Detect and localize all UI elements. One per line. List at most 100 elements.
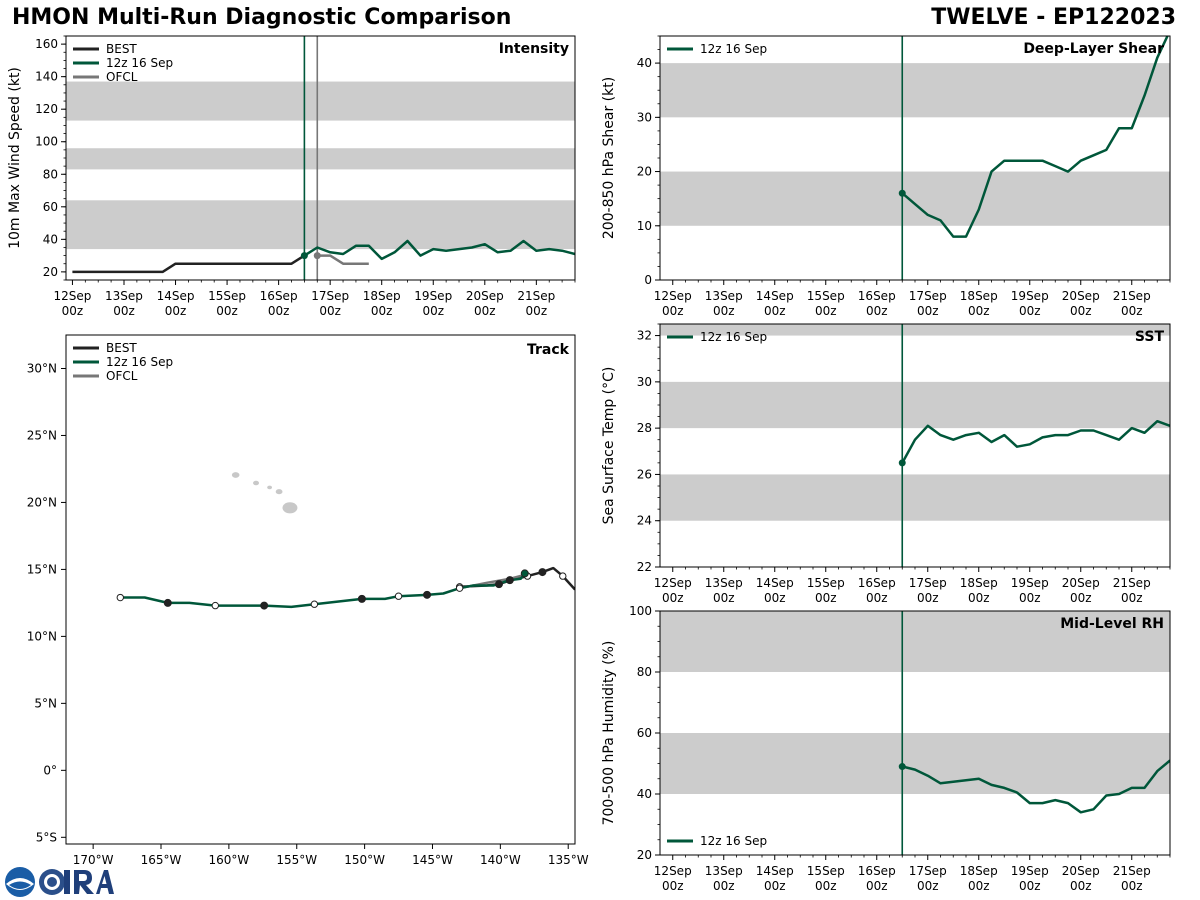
lat-tick-label: 15°N xyxy=(27,562,57,576)
lat-tick-label: 30°N xyxy=(27,361,57,375)
x-tick-label: 13Sep xyxy=(105,289,143,303)
lat-tick-label: 20°N xyxy=(27,495,57,509)
y-tick-label: 30 xyxy=(637,110,652,124)
island-maui xyxy=(275,489,283,495)
x-tick-label: 00z xyxy=(713,591,735,605)
x-tick-label: 14Sep xyxy=(756,289,794,303)
plot-area xyxy=(660,36,1170,280)
threshold-band xyxy=(660,474,1170,521)
x-tick-label: 17Sep xyxy=(909,289,947,303)
lon-tick-label: 145°W xyxy=(412,853,453,867)
map-area xyxy=(116,472,575,610)
x-tick-label: 15Sep xyxy=(807,576,845,590)
lat-tick-label: 5°N xyxy=(34,696,57,710)
x-tick-label: 00z xyxy=(1070,591,1092,605)
y-tick-label: 160 xyxy=(35,37,58,51)
x-tick-label: 19Sep xyxy=(1011,289,1049,303)
x-tick-label: 00z xyxy=(866,591,888,605)
y-tick-label: 60 xyxy=(43,200,58,214)
track-point-best xyxy=(494,580,503,589)
y-tick-label: 28 xyxy=(637,421,652,435)
x-tick-label: 00z xyxy=(764,304,786,318)
legend-label: OFCL xyxy=(106,70,138,84)
legend-label: OFCL xyxy=(106,369,138,383)
x-tick-label: 00z xyxy=(216,304,238,318)
x-tick-label: 00z xyxy=(165,304,187,318)
x-tick-label: 18Sep xyxy=(960,864,998,878)
data-point-run xyxy=(898,763,906,771)
x-tick-label: 00z xyxy=(662,591,684,605)
x-tick-label: 00z xyxy=(113,304,135,318)
x-tick-label: 14Sep xyxy=(756,576,794,590)
x-tick-label: 18Sep xyxy=(960,576,998,590)
x-tick-label: 00z xyxy=(815,879,837,893)
island-kauai xyxy=(231,472,240,478)
x-tick-label: 00z xyxy=(917,304,939,318)
series-line-ofcl xyxy=(317,254,369,265)
threshold-band xyxy=(66,200,575,250)
x-tick-label: 00z xyxy=(968,304,990,318)
y-tick-label: 20 xyxy=(637,848,652,862)
y-tick-label: 10 xyxy=(637,219,652,233)
panel-title: Track xyxy=(527,342,570,358)
x-tick-label: 12Sep xyxy=(654,289,692,303)
lon-tick-label: 160°W xyxy=(208,853,249,867)
panel-title: SST xyxy=(1135,329,1165,345)
axes-frame xyxy=(659,323,1171,568)
x-tick-label: 00z xyxy=(526,304,548,318)
track-point-run xyxy=(116,593,124,602)
lon-tick-label: 135°W xyxy=(548,853,589,867)
x-tick-label: 00z xyxy=(917,879,939,893)
y-tick-label: 20 xyxy=(637,165,652,179)
x-tick-label: 00z xyxy=(422,304,444,318)
panel-title: Mid-Level RH xyxy=(1060,616,1164,632)
legend-label: BEST xyxy=(106,341,137,355)
x-tick-label: 20Sep xyxy=(1062,864,1100,878)
island-molokai xyxy=(267,485,273,490)
threshold-band xyxy=(660,381,1170,429)
legend-label: 12z 16 Sep xyxy=(700,42,767,56)
panel-intensity: 2040608010012014016012Sep00z13Sep00z14Se… xyxy=(7,35,576,318)
lon-tick-label: 155°W xyxy=(276,853,317,867)
plot-area xyxy=(660,324,1170,567)
x-tick-label: 00z xyxy=(968,879,990,893)
y-tick-label: 100 xyxy=(35,135,58,149)
y-tick-label: 30 xyxy=(637,375,652,389)
threshold-band xyxy=(660,171,1170,226)
x-tick-label: 00z xyxy=(815,304,837,318)
x-tick-label: 00z xyxy=(371,304,393,318)
x-tick-label: 16Sep xyxy=(260,289,298,303)
legend-label: BEST xyxy=(106,42,137,56)
lat-tick-label: 10°N xyxy=(27,629,57,643)
track-point-run xyxy=(357,594,366,603)
y-tick-label: 40 xyxy=(637,787,652,801)
y-tick-label: 24 xyxy=(637,514,652,528)
data-point-run xyxy=(898,459,906,467)
series-line-run xyxy=(303,239,575,261)
track-point-run xyxy=(455,584,464,592)
y-tick-label: 0 xyxy=(644,273,652,287)
threshold-band xyxy=(660,63,1170,118)
x-tick-label: 16Sep xyxy=(858,289,896,303)
y-tick-label: 20 xyxy=(43,265,58,279)
x-tick-label: 20Sep xyxy=(1062,289,1100,303)
legend-label: 12z 16 Sep xyxy=(700,330,767,344)
page-title: HMON Multi-Run Diagnostic Comparison xyxy=(12,5,512,30)
x-tick-label: 17Sep xyxy=(909,864,947,878)
y-tick-label: 40 xyxy=(43,232,58,246)
x-tick-label: 21Sep xyxy=(1113,289,1151,303)
x-tick-label: 19Sep xyxy=(1011,576,1049,590)
storm-id-title: TWELVE - EP122023 xyxy=(931,5,1176,30)
y-axis-label: 700-500 hPa Humidity (%) xyxy=(601,641,617,826)
lon-tick-label: 170°W xyxy=(73,853,114,867)
legend-label: 12z 16 Sep xyxy=(106,355,173,369)
x-tick-label: 00z xyxy=(1121,304,1143,318)
track-point-run xyxy=(310,600,319,608)
noaa-cira-logo-icon xyxy=(5,867,114,897)
x-tick-label: 00z xyxy=(764,879,786,893)
x-tick-label: 00z xyxy=(1070,879,1092,893)
logo-strip xyxy=(4,866,114,898)
island-oahu xyxy=(253,480,260,486)
x-tick-label: 18Sep xyxy=(960,289,998,303)
